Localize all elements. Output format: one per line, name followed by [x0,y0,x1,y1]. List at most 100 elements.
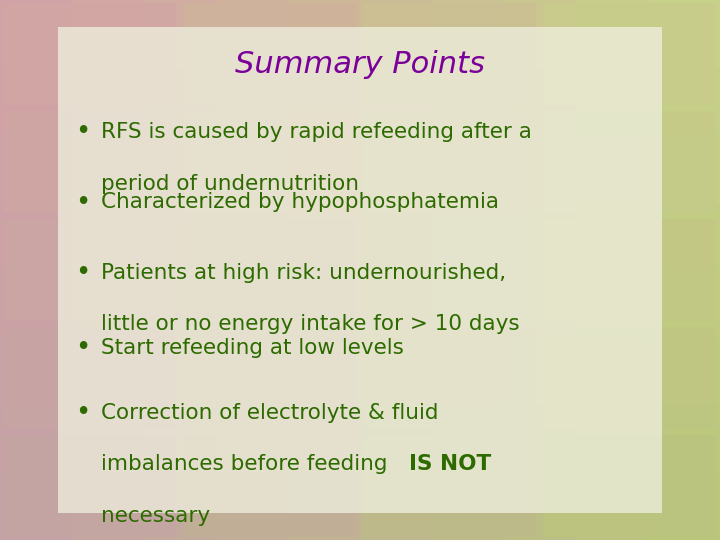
Bar [504,270,576,338]
Bar [72,338,144,405]
Text: period of undernutrition: period of undernutrition [101,173,359,194]
Bar [364,111,536,213]
Bar [72,135,144,202]
Bar [216,202,288,270]
Bar [216,472,288,540]
Bar [576,405,648,472]
Bar [216,0,288,68]
Bar [72,202,144,270]
Bar [544,3,716,105]
Bar [360,202,432,270]
Bar [288,135,360,202]
Bar [544,327,716,429]
Bar [648,270,720,338]
Bar [504,68,576,135]
Bar [72,0,144,68]
Bar [4,219,176,321]
Bar [360,270,432,338]
Bar [360,0,432,68]
Bar [288,405,360,472]
Bar [364,3,536,105]
Bar [288,202,360,270]
Bar [648,0,720,68]
Bar [432,472,504,540]
Bar [0,405,72,472]
Text: RFS is caused by rapid refeeding after a: RFS is caused by rapid refeeding after a [101,122,531,143]
Bar [360,472,432,540]
Bar [72,68,144,135]
Bar [576,0,648,68]
Text: necessary: necessary [101,505,210,526]
Bar [504,405,576,472]
Bar [0,0,72,68]
Bar [216,405,288,472]
Bar [364,327,536,429]
Bar [648,202,720,270]
Bar [576,270,648,338]
Bar [544,435,716,537]
Bar [0,68,72,135]
Bar [144,0,216,68]
Bar [4,435,176,537]
Bar [288,0,360,68]
Bar [0,202,72,270]
Bar [432,68,504,135]
Text: •: • [75,119,91,145]
Bar [216,270,288,338]
Bar [360,68,432,135]
Text: •: • [75,260,91,286]
Bar [58,27,662,513]
Bar [184,3,356,105]
Bar [144,202,216,270]
Bar [364,435,536,537]
Bar [576,135,648,202]
Bar [360,405,432,472]
Bar [0,270,72,338]
Text: IS NOT: IS NOT [409,454,491,475]
Bar [144,270,216,338]
Bar [648,68,720,135]
Bar [0,135,72,202]
Bar [288,472,360,540]
Text: Summary Points: Summary Points [235,50,485,79]
Bar [432,338,504,405]
Bar [504,135,576,202]
Bar [648,472,720,540]
Bar [144,472,216,540]
Bar [576,338,648,405]
Bar [648,405,720,472]
Bar [288,68,360,135]
Bar [4,327,176,429]
Text: little or no energy intake for > 10 days: little or no energy intake for > 10 days [101,314,519,334]
Bar [184,111,356,213]
Bar [576,472,648,540]
Bar [576,68,648,135]
Bar [432,405,504,472]
Bar [72,405,144,472]
Bar [648,338,720,405]
Bar [360,135,432,202]
Text: Patients at high risk: undernourished,: Patients at high risk: undernourished, [101,262,506,283]
Bar [184,219,356,321]
Text: •: • [75,335,91,361]
Bar [504,0,576,68]
Text: Characterized by hypophosphatemia: Characterized by hypophosphatemia [101,192,499,213]
Text: Start refeeding at low levels: Start refeeding at low levels [101,338,404,359]
Bar [432,270,504,338]
Bar [4,111,176,213]
Bar [184,435,356,537]
Bar [432,135,504,202]
Bar [72,270,144,338]
Bar [432,202,504,270]
Bar [544,219,716,321]
Bar [288,338,360,405]
Text: •: • [75,190,91,215]
Bar [144,135,216,202]
Bar [216,338,288,405]
Text: imbalances before feeding: imbalances before feeding [101,454,394,475]
Bar [544,111,716,213]
Bar [432,0,504,68]
Text: Correction of electrolyte & fluid: Correction of electrolyte & fluid [101,403,438,423]
Bar [72,472,144,540]
Bar [144,338,216,405]
